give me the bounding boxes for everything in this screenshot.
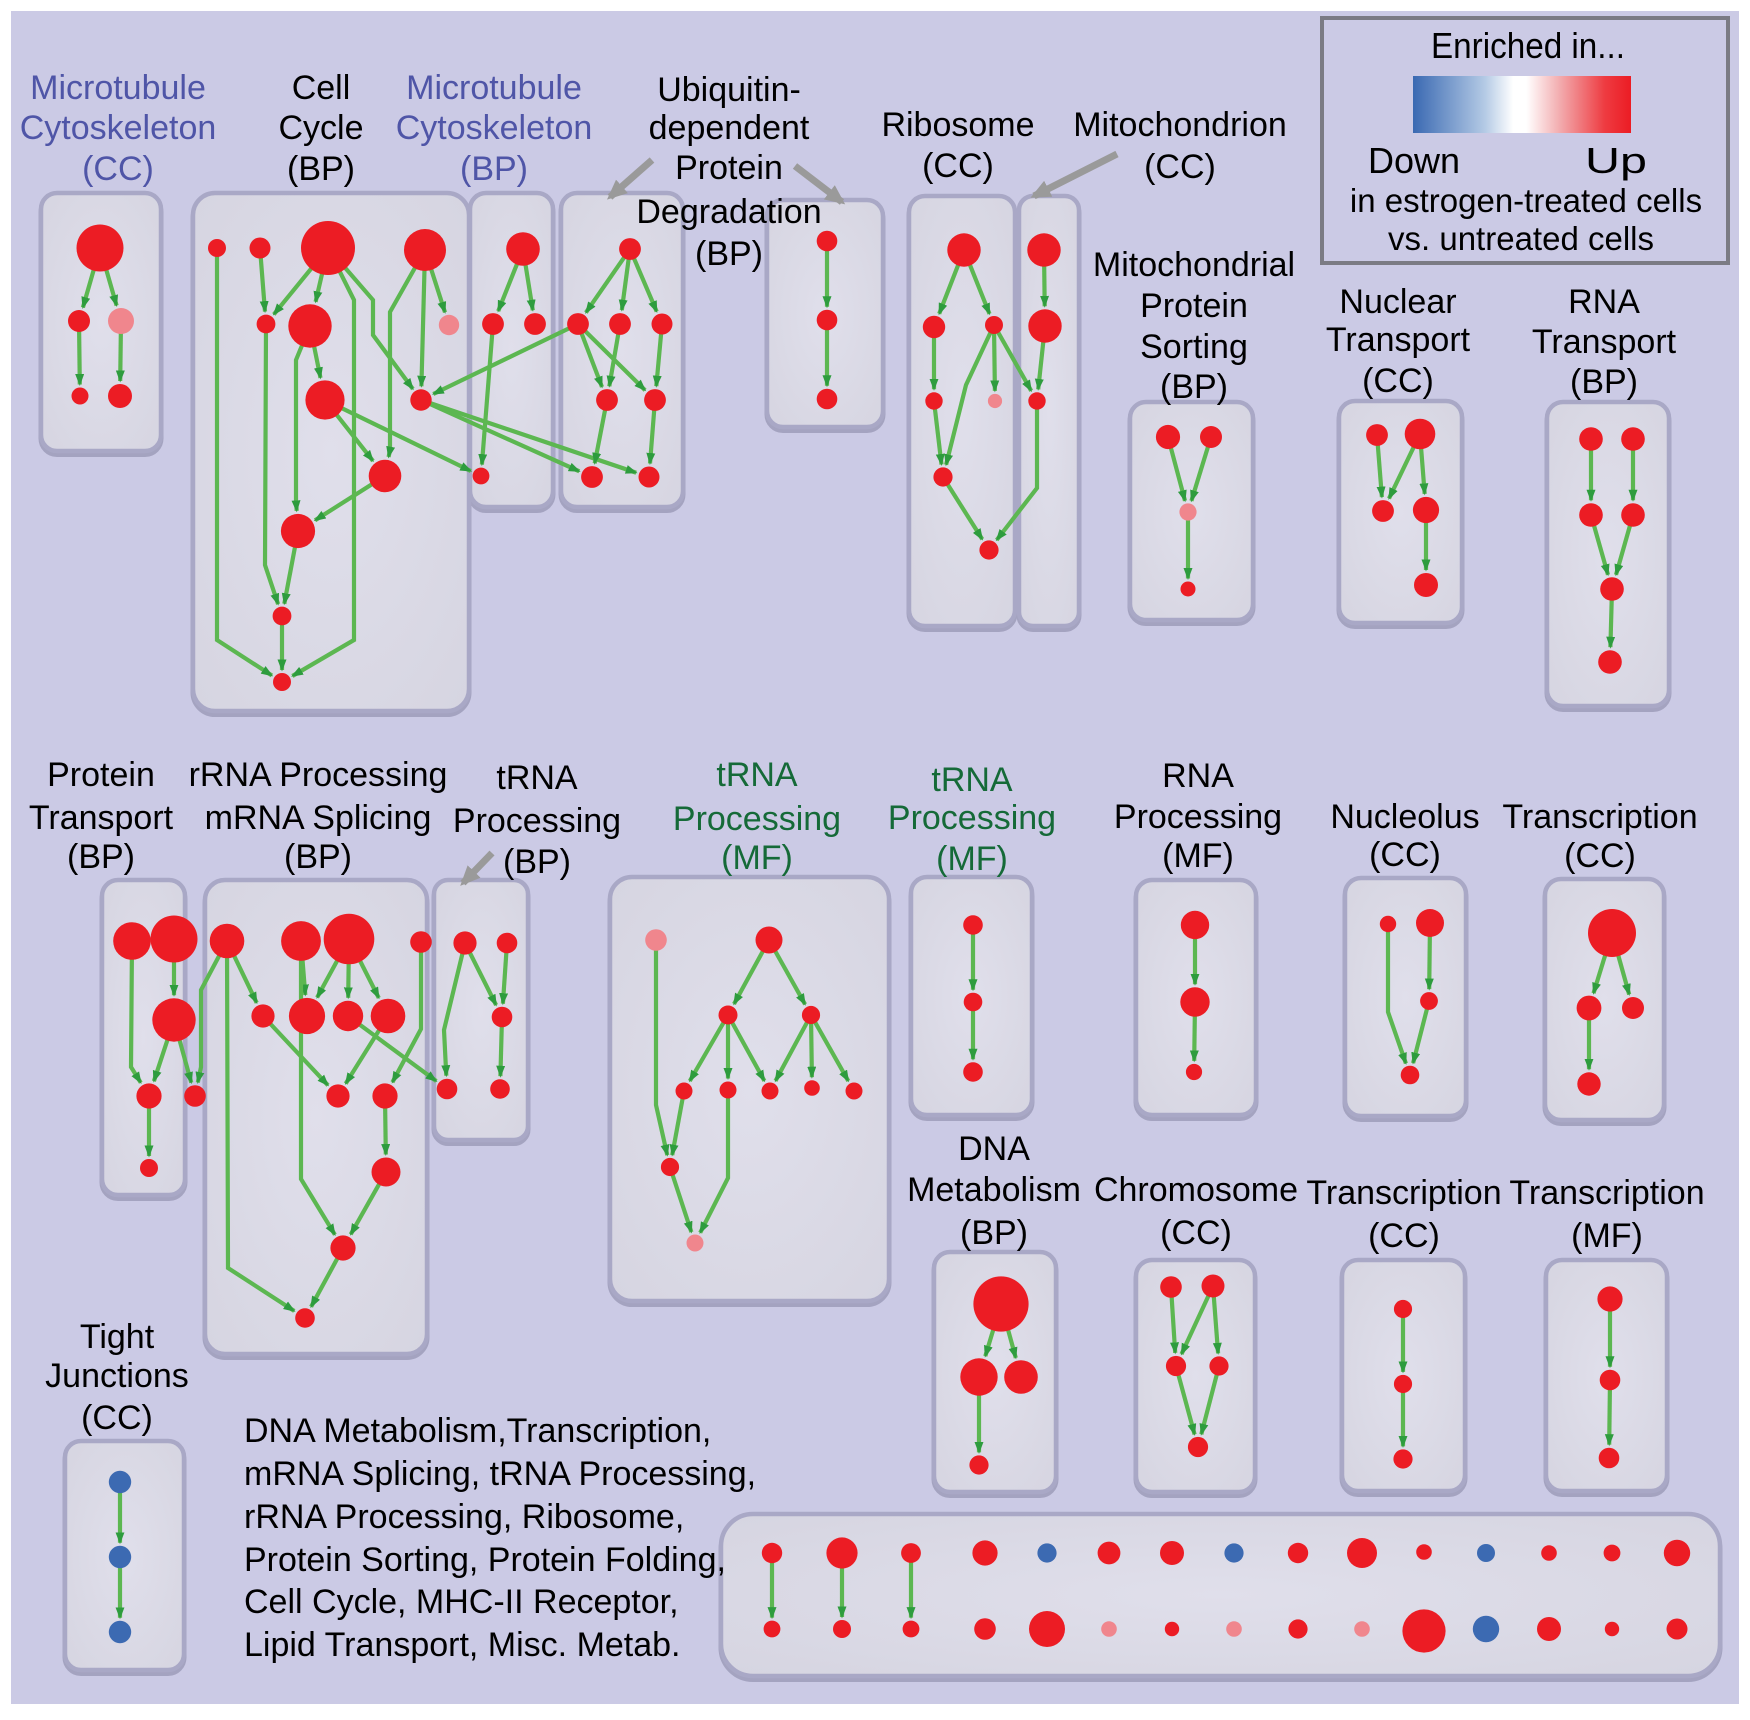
svg-text:(BP): (BP): [695, 235, 763, 273]
svg-text:(BP): (BP): [67, 838, 135, 876]
svg-text:Junctions: Junctions: [45, 1357, 189, 1395]
svg-text:Processing: Processing: [673, 800, 841, 838]
svg-text:rRNA Processing: rRNA Processing: [189, 756, 448, 794]
svg-text:DNA Metabolism,Transcription,: DNA Metabolism,Transcription,: [244, 1412, 711, 1450]
svg-text:(BP): (BP): [287, 150, 355, 188]
svg-text:Microtubule: Microtubule: [30, 69, 206, 107]
svg-text:(BP): (BP): [1570, 363, 1638, 401]
svg-text:rRNA Processing, Ribosome,: rRNA Processing, Ribosome,: [244, 1498, 684, 1536]
svg-text:in estrogen-treated cells: in estrogen-treated cells: [1350, 182, 1702, 219]
svg-text:(CC): (CC): [1144, 148, 1216, 186]
svg-text:Lipid Transport, Misc. Metab.: Lipid Transport, Misc. Metab.: [244, 1626, 681, 1664]
svg-text:vs. untreated cells: vs. untreated cells: [1388, 220, 1654, 257]
svg-text:Cell Cycle, MHC-II Receptor,: Cell Cycle, MHC-II Receptor,: [244, 1583, 679, 1621]
svg-text:mRNA Splicing: mRNA Splicing: [205, 799, 432, 837]
svg-text:Protein Sorting, Protein Foldi: Protein Sorting, Protein Folding,: [244, 1541, 726, 1579]
svg-text:(BP): (BP): [503, 843, 571, 881]
svg-text:Protein: Protein: [47, 756, 155, 794]
svg-text:(BP): (BP): [460, 150, 528, 188]
svg-text:Sorting: Sorting: [1140, 328, 1248, 366]
svg-text:(MF): (MF): [721, 839, 793, 877]
svg-text:(MF): (MF): [1571, 1217, 1643, 1255]
svg-text:tRNA: tRNA: [496, 759, 578, 797]
svg-text:Cytoskeleton: Cytoskeleton: [396, 109, 593, 147]
svg-text:Metabolism: Metabolism: [907, 1171, 1081, 1209]
svg-text:Cycle: Cycle: [278, 109, 363, 147]
svg-text:Transcription: Transcription: [1509, 1174, 1704, 1212]
svg-text:tRNA: tRNA: [931, 761, 1013, 799]
svg-text:Microtubule: Microtubule: [406, 69, 582, 107]
svg-text:Ribosome: Ribosome: [881, 106, 1034, 144]
svg-text:Mitochondrion: Mitochondrion: [1073, 106, 1287, 144]
svg-text:Down: Down: [1368, 140, 1460, 181]
svg-text:Protein: Protein: [675, 149, 783, 187]
svg-text:(MF): (MF): [1162, 837, 1234, 875]
svg-text:(CC): (CC): [1564, 837, 1636, 875]
svg-text:DNA: DNA: [958, 1130, 1030, 1168]
svg-text:dependent: dependent: [649, 109, 810, 147]
svg-text:(CC): (CC): [1368, 1217, 1440, 1255]
svg-text:Processing: Processing: [1114, 798, 1282, 836]
svg-text:Transcription: Transcription: [1502, 798, 1697, 836]
svg-text:(CC): (CC): [81, 1399, 153, 1437]
svg-text:Ubiquitin-: Ubiquitin-: [657, 71, 801, 109]
svg-text:(BP): (BP): [284, 838, 352, 876]
svg-text:(CC): (CC): [82, 150, 154, 188]
svg-text:(MF): (MF): [936, 840, 1008, 878]
svg-text:Processing: Processing: [888, 799, 1056, 837]
svg-text:Transcription: Transcription: [1306, 1174, 1501, 1212]
svg-text:Nucleolus: Nucleolus: [1330, 798, 1479, 836]
svg-text:Tight: Tight: [80, 1318, 155, 1356]
svg-text:Cytoskeleton: Cytoskeleton: [20, 109, 217, 147]
svg-text:tRNA: tRNA: [716, 756, 798, 794]
svg-text:(CC): (CC): [1362, 362, 1434, 400]
svg-text:(CC): (CC): [1369, 836, 1441, 874]
svg-text:Transport: Transport: [1532, 323, 1677, 361]
svg-text:Protein: Protein: [1140, 287, 1248, 325]
svg-text:RNA: RNA: [1568, 283, 1640, 321]
svg-text:mRNA Splicing, tRNA Processing: mRNA Splicing, tRNA Processing,: [244, 1455, 756, 1493]
svg-text:(BP): (BP): [1160, 368, 1228, 406]
svg-text:(CC): (CC): [922, 147, 994, 185]
svg-text:RNA: RNA: [1162, 757, 1234, 795]
svg-text:Chromosome: Chromosome: [1094, 1171, 1298, 1209]
svg-text:Enriched in...: Enriched in...: [1431, 25, 1625, 66]
svg-text:Up: Up: [1585, 140, 1647, 181]
svg-text:Degradation: Degradation: [636, 193, 821, 231]
svg-text:Nuclear: Nuclear: [1339, 283, 1456, 321]
svg-text:Transport: Transport: [29, 799, 174, 837]
svg-text:Processing: Processing: [453, 802, 621, 840]
svg-text:Cell: Cell: [292, 69, 351, 107]
svg-text:(BP): (BP): [960, 1214, 1028, 1252]
svg-text:Transport: Transport: [1326, 321, 1471, 359]
svg-text:Mitochondrial: Mitochondrial: [1093, 246, 1295, 284]
svg-text:(CC): (CC): [1160, 1214, 1232, 1252]
